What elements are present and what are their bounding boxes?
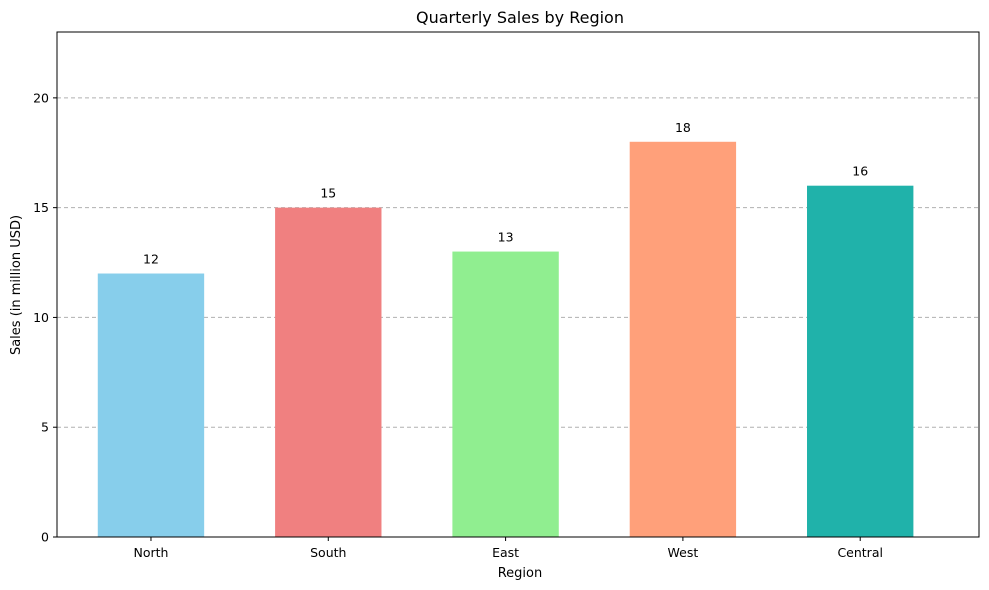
x-tick-label-south: South bbox=[310, 545, 346, 560]
data-label-west: 18 bbox=[675, 120, 691, 135]
bar-south bbox=[275, 207, 382, 538]
bar-north bbox=[97, 273, 205, 537]
bar-central bbox=[807, 185, 914, 537]
x-tick-label-north: North bbox=[133, 545, 168, 560]
x-tick-label-west: West bbox=[668, 545, 699, 560]
bar-west bbox=[629, 141, 737, 538]
x-axis: North South East West Central bbox=[133, 537, 883, 560]
x-tick-label-east: East bbox=[492, 545, 519, 560]
data-label-south: 15 bbox=[320, 186, 336, 201]
bars bbox=[97, 141, 914, 538]
data-labels: 12 15 13 18 16 bbox=[143, 120, 868, 267]
bar-east bbox=[452, 251, 559, 537]
data-label-east: 13 bbox=[498, 230, 514, 245]
y-axis: 0 5 10 15 20 bbox=[33, 90, 57, 545]
y-tick-label: 15 bbox=[33, 200, 49, 215]
x-axis-label: Region bbox=[498, 566, 543, 581]
data-label-central: 16 bbox=[852, 164, 868, 179]
y-tick-label: 20 bbox=[33, 90, 49, 105]
data-label-north: 12 bbox=[143, 252, 159, 267]
y-axis-label: Sales (in million USD) bbox=[9, 215, 24, 355]
chart-title: Quarterly Sales by Region bbox=[416, 8, 624, 27]
y-tick-label: 5 bbox=[41, 420, 49, 435]
plot-area-frame bbox=[56, 31, 980, 538]
y-tick-label: 10 bbox=[33, 310, 49, 325]
y-tick-label: 0 bbox=[41, 530, 49, 545]
x-tick-label-central: Central bbox=[837, 545, 883, 560]
